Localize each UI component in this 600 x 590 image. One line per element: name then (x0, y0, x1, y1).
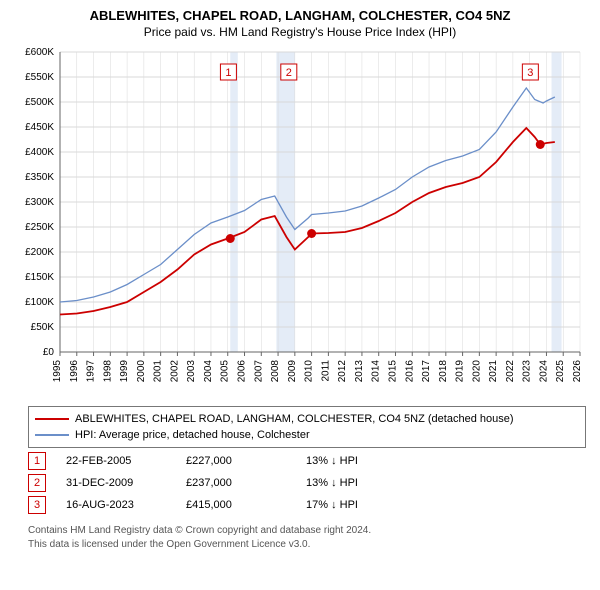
events-table: 1 22-FEB-2005£227,00013% ↓ HPI 2 31-DEC-200… (28, 450, 572, 516)
x-tick-label: 2015 (387, 360, 398, 383)
y-tick-label: £400K (25, 147, 54, 158)
legend-label: ABLEWHITES, CHAPEL ROAD, LANGHAM, COLCHE… (75, 413, 514, 425)
x-tick-label: 2025 (555, 360, 566, 383)
y-tick-label: £450K (25, 122, 54, 133)
event-date: 16-AUG-2023 (66, 499, 186, 511)
y-tick-label: £600K (25, 47, 54, 58)
event-row: 2 31-DEC-2009£237,00013% ↓ HPI (28, 472, 572, 494)
x-tick-label: 2026 (572, 360, 583, 383)
line-chart-svg: £0 £50K £100K £150K £200K £250K £300K £350K £400… (8, 46, 592, 398)
x-tick-label: 2002 (169, 360, 180, 383)
x-tick-label: 2017 (421, 360, 432, 383)
x-tick-label: 2008 (270, 360, 281, 383)
x-tick-label: 2000 (136, 360, 147, 383)
x-tick-label: 2001 (153, 360, 164, 383)
x-tick-label: 2004 (203, 360, 214, 383)
x-tick-label: 1997 (86, 360, 97, 383)
sale-marker-dot (226, 234, 235, 243)
event-price: £227,000 (186, 455, 306, 467)
chart-subtitle: Price paid vs. HM Land Registry's House … (0, 23, 600, 39)
sale-marker-num: 3 (527, 67, 533, 79)
x-tick-label: 2012 (337, 360, 348, 383)
y-tick-label: £550K (25, 72, 54, 83)
y-tick-label: £500K (25, 97, 54, 108)
y-tick-label: £100K (25, 297, 54, 308)
x-tick-label: 2003 (186, 360, 197, 383)
x-tick-label: 2019 (455, 360, 466, 383)
y-tick-label: £150K (25, 272, 54, 283)
event-diff: 17% ↓ HPI (306, 499, 426, 511)
footnote: Contains HM Land Registry data © Crown c… (28, 524, 371, 551)
event-num-box: 3 (28, 496, 46, 514)
y-tick-label: £300K (25, 197, 54, 208)
event-num-box: 2 (28, 474, 46, 492)
sale-marker-num: 1 (225, 67, 231, 79)
sale-marker-num: 2 (286, 67, 292, 79)
y-tick-label: £50K (31, 322, 55, 333)
x-tick-label: 2024 (538, 360, 549, 383)
x-tick-label: 2009 (287, 360, 298, 383)
event-date: 22-FEB-2005 (66, 455, 186, 467)
event-row: 3 16-AUG-2023£415,00017% ↓ HPI (28, 494, 572, 516)
event-diff: 13% ↓ HPI (306, 477, 426, 489)
footnote-line-1: Contains HM Land Registry data © Crown c… (28, 524, 371, 538)
event-row: 1 22-FEB-2005£227,00013% ↓ HPI (28, 450, 572, 472)
event-diff: 13% ↓ HPI (306, 455, 426, 467)
legend-label: HPI: Average price, detached house, Colc… (75, 429, 310, 441)
x-tick-label: 2018 (438, 360, 449, 383)
sale-marker-dot (536, 140, 545, 149)
legend-swatch (35, 418, 69, 420)
legend: ABLEWHITES, CHAPEL ROAD, LANGHAM, COLCHE… (28, 406, 586, 448)
chart-area: £0 £50K £100K £150K £200K £250K £300K £350K £400… (8, 46, 592, 398)
event-price: £415,000 (186, 499, 306, 511)
x-tick-label: 2011 (320, 360, 331, 382)
legend-swatch (35, 434, 69, 436)
x-tick-label: 2022 (505, 360, 516, 383)
x-tick-label: 2005 (220, 360, 231, 383)
x-tick-label: 2013 (354, 360, 365, 383)
x-tick-label: 2010 (304, 360, 315, 383)
footnote-line-2: This data is licensed under the Open Gov… (28, 538, 371, 552)
y-tick-label: £250K (25, 222, 54, 233)
x-tick-label: 2014 (371, 360, 382, 383)
event-num-box: 1 (28, 452, 46, 470)
x-tick-label: 1999 (119, 360, 130, 383)
legend-row: ABLEWHITES, CHAPEL ROAD, LANGHAM, COLCHE… (35, 411, 579, 427)
y-tick-label: £0 (43, 347, 55, 358)
x-tick-label: 2006 (237, 360, 248, 383)
x-tick-label: 2023 (522, 360, 533, 383)
x-tick-label: 2020 (471, 360, 482, 383)
sale-marker-dot (307, 229, 316, 238)
x-tick-label: 2016 (404, 360, 415, 383)
x-tick-label: 2007 (253, 360, 264, 383)
legend-row: HPI: Average price, detached house, Colc… (35, 427, 579, 443)
series-subject (60, 128, 555, 315)
chart-frame: ABLEWHITES, CHAPEL ROAD, LANGHAM, COLCHE… (0, 0, 600, 590)
x-tick-label: 1996 (69, 360, 80, 383)
event-price: £237,000 (186, 477, 306, 489)
event-date: 31-DEC-2009 (66, 477, 186, 489)
x-tick-label: 1998 (102, 360, 113, 383)
y-tick-label: £200K (25, 247, 54, 258)
x-tick-label: 2021 (488, 360, 499, 383)
x-tick-label: 1995 (52, 360, 63, 383)
series-hpi (60, 88, 555, 302)
y-tick-label: £350K (25, 172, 54, 183)
chart-title: ABLEWHITES, CHAPEL ROAD, LANGHAM, COLCHE… (0, 0, 600, 23)
